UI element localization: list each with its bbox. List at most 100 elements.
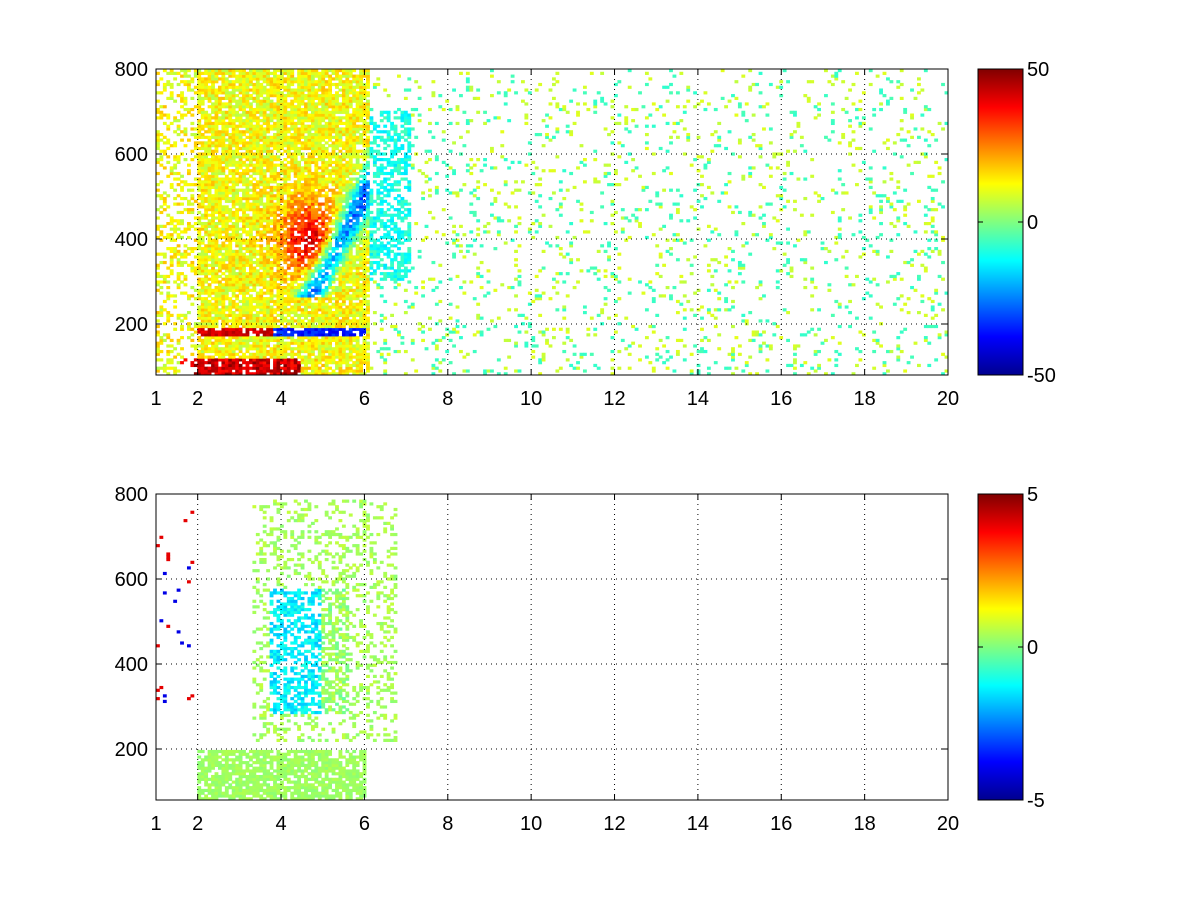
heatmap-cell <box>348 135 353 139</box>
heatmap-cell <box>248 144 253 148</box>
heatmap-cell <box>314 361 319 365</box>
heatmap-cell <box>359 180 364 184</box>
heatmap-cell <box>300 202 305 206</box>
heatmap-cell <box>324 288 329 292</box>
heatmap-cell <box>186 297 191 301</box>
heatmap-cell <box>338 347 343 351</box>
heatmap-cell <box>310 102 315 106</box>
heatmap-cell <box>310 185 315 190</box>
heatmap-cell <box>335 166 339 170</box>
heatmap-cell <box>190 188 195 192</box>
heatmap-cell <box>231 141 236 145</box>
heatmap-cell <box>235 127 240 131</box>
heatmap-cell <box>359 358 364 362</box>
heatmap-cell <box>176 158 181 162</box>
heatmap-cell <box>297 202 302 206</box>
heatmap-cell <box>293 171 298 176</box>
heatmap-cell <box>231 291 236 295</box>
heatmap-cell <box>159 233 164 237</box>
heatmap-cell <box>176 71 181 75</box>
heatmap-cell <box>314 333 319 337</box>
heatmap-cell <box>211 322 215 326</box>
heatmap-cell <box>162 191 167 195</box>
heatmap-cell <box>176 82 181 87</box>
heatmap-cell <box>173 188 178 192</box>
heatmap-cell <box>183 208 188 212</box>
heatmap-cell <box>300 324 305 329</box>
heatmap-cell <box>300 205 305 209</box>
heatmap-cell <box>228 338 233 343</box>
heatmap-cell <box>183 80 188 84</box>
heatmap-cell <box>345 127 350 131</box>
heatmap-cell <box>224 230 229 234</box>
heatmap-cell <box>224 224 229 228</box>
heatmap-cell <box>338 216 343 220</box>
heatmap-cell <box>211 324 215 329</box>
heatmap-cell <box>362 124 367 128</box>
heatmap-cell <box>328 311 333 315</box>
heatmap-cell <box>207 121 212 126</box>
heatmap-cell <box>279 288 284 292</box>
heatmap-cell <box>242 130 246 134</box>
heatmap-cell <box>214 330 219 334</box>
heatmap-cell <box>359 249 364 253</box>
heatmap-cell <box>359 224 364 228</box>
heatmap-cell <box>207 194 212 198</box>
heatmap-cell <box>359 166 364 170</box>
heatmap-cell <box>352 216 357 220</box>
heatmap-cell <box>293 313 298 317</box>
heatmap-cell <box>321 96 326 100</box>
heatmap-cell <box>156 349 160 354</box>
heatmap-cell <box>297 313 302 317</box>
heatmap-cell <box>248 152 253 156</box>
heatmap-cell <box>255 199 260 203</box>
heatmap-cell <box>362 341 367 345</box>
heatmap-cell <box>190 132 195 137</box>
heatmap-cell <box>197 71 202 75</box>
heatmap-cell <box>197 324 202 329</box>
heatmap-cell <box>193 144 198 148</box>
heatmap-cell <box>224 277 229 281</box>
heatmap-cell <box>314 238 319 242</box>
heatmap-cell <box>190 107 195 112</box>
heatmap-cell <box>204 71 209 75</box>
heatmap-cell <box>176 110 181 114</box>
heatmap-cell <box>362 274 367 279</box>
heatmap-cell <box>314 297 319 301</box>
heatmap-cell <box>235 330 240 334</box>
heatmap-cell <box>266 272 271 276</box>
heatmap-cell <box>286 277 291 281</box>
heatmap-cell <box>307 141 312 145</box>
heatmap-cell <box>224 227 229 231</box>
heatmap-cell <box>193 216 198 220</box>
heatmap-cell <box>197 241 202 245</box>
heatmap-cell <box>345 238 350 242</box>
heatmap-cell <box>304 372 308 375</box>
heatmap-cell <box>224 205 229 209</box>
heatmap-cell <box>169 313 174 317</box>
heatmap-cell <box>166 274 171 279</box>
heatmap-cell <box>283 183 288 187</box>
heatmap-cell <box>245 205 250 209</box>
heatmap-cell <box>273 196 277 201</box>
heatmap-cell <box>224 105 229 109</box>
heatmap-cell <box>197 105 202 109</box>
heatmap-cell <box>338 280 343 284</box>
heatmap-cell <box>197 235 202 240</box>
heatmap-cell <box>221 196 226 201</box>
heatmap-cell <box>279 311 284 315</box>
heatmap-cell <box>310 116 315 120</box>
heatmap-cell <box>310 333 315 337</box>
heatmap-cell <box>279 344 284 348</box>
heatmap-cell <box>321 130 326 134</box>
heatmap-cell <box>283 138 288 142</box>
heatmap-cell <box>300 185 305 190</box>
heatmap-cell <box>317 194 322 198</box>
heatmap-cell <box>283 349 288 354</box>
heatmap-cell <box>204 116 209 120</box>
heatmap-cell <box>355 166 360 170</box>
heatmap-cell <box>245 113 250 117</box>
heatmap-cell <box>276 285 281 290</box>
heatmap-cell <box>355 152 360 156</box>
heatmap-cell <box>231 113 236 117</box>
